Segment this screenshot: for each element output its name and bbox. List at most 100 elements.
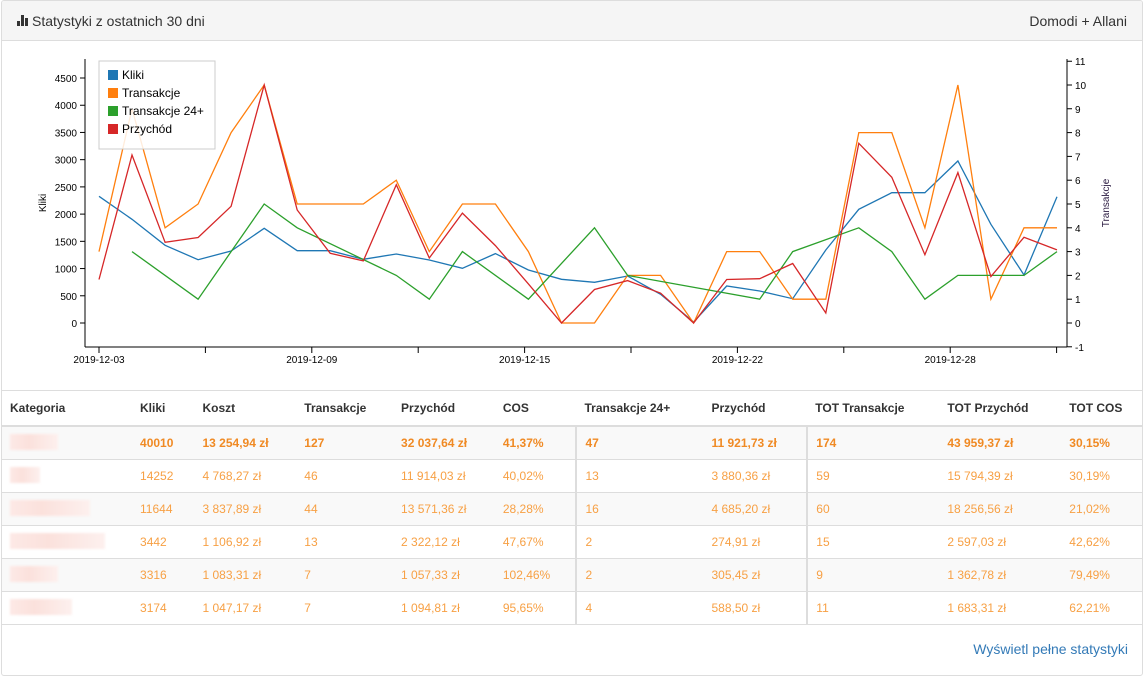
y-right-tick-label: 4: [1075, 224, 1081, 235]
table-cell: 2 597,03 zł: [939, 525, 1062, 559]
legend-swatch: [108, 106, 118, 116]
table-cell: 588,50 zł: [703, 591, 808, 625]
table-cell: 4 685,20 zł: [703, 492, 808, 526]
table-cell: [2, 525, 133, 559]
legend: Kliki Transakcje Transakcje 24+ Przychód: [98, 60, 216, 150]
bar-chart-icon: [17, 15, 28, 26]
table-row: 14252 4 768,27 zł 46 11 914,03 zł 40,02% 13 3 …: [2, 459, 1142, 493]
legend-label: Kliki: [122, 68, 144, 82]
table-cell: 9: [806, 558, 940, 592]
table-cell: 41,37%: [494, 426, 577, 460]
y-left-axis-title: Kliki: [38, 194, 49, 212]
x-tick-label: 2019-12-15: [499, 355, 551, 366]
y-left-tick-label: 1000: [55, 265, 78, 276]
table-cell: 16: [575, 492, 704, 526]
table-row: 3174 1 047,17 zł 7 1 094,81 zł 95,65% 4 588,50…: [2, 591, 1142, 625]
column-header: Przychód: [393, 390, 495, 427]
y-right-tick-label: 7: [1075, 152, 1081, 163]
x-tick-label: 2019-12-03: [73, 355, 125, 366]
table-cell: 60: [806, 492, 940, 526]
table-cell: 11 921,73 zł: [703, 426, 808, 460]
table-cell: 3174: [132, 591, 195, 625]
y-left-tick-label: 0: [71, 319, 77, 330]
y-right-tick-label: 11: [1075, 57, 1086, 68]
table-cell: 11 914,03 zł: [393, 459, 495, 493]
line-chart: 0 500 1000 1500 2000 2500 3000 3500 4000 4500 -1 0 1…: [38, 57, 1112, 366]
table-header-row: Kategoria Kliki Koszt Transakcje Przychód COS…: [2, 390, 1142, 427]
table-cell: 79,49%: [1061, 558, 1142, 592]
column-header: Transakcje: [296, 390, 394, 427]
table-cell: 47: [575, 426, 704, 460]
table-cell: 59: [806, 459, 940, 493]
table-cell: 42,62%: [1061, 525, 1142, 559]
table-cell: 1 083,31 zł: [194, 558, 297, 592]
table-cell: 3316: [132, 558, 195, 592]
table-cell: 62,21%: [1061, 591, 1142, 625]
legend-label: Transakcje: [122, 86, 181, 100]
y-right-tick-label: 1: [1075, 295, 1081, 306]
category-blurred: [10, 499, 90, 516]
table-cell: 7: [296, 558, 394, 592]
table-cell: 11644: [132, 492, 195, 526]
table-cell: 7: [296, 591, 394, 625]
table-cell: 40010: [132, 426, 195, 460]
table-cell: 95,65%: [494, 591, 577, 625]
table-cell: 40,02%: [494, 459, 577, 493]
series-line-transakcje-24-: [131, 203, 1058, 301]
column-header: Kategoria: [2, 390, 133, 427]
account-name: Domodi + Allani: [1029, 12, 1127, 29]
legend-box: [98, 60, 216, 150]
table-cell: 30,19%: [1061, 459, 1142, 493]
table-cell: [2, 459, 133, 493]
y-right-tick-label: 8: [1075, 129, 1081, 140]
table-cell: 274,91 zł: [703, 525, 808, 559]
table-cell: 102,46%: [494, 558, 577, 592]
table-cell: 1 057,33 zł: [393, 558, 495, 592]
panel-header: Statystyki z ostatnich 30 dni Domodi + A…: [2, 1, 1142, 41]
legend-swatch: [108, 70, 118, 80]
table-cell: 174: [806, 426, 940, 460]
panel-title: Statystyki z ostatnich 30 dni: [32, 12, 205, 29]
series-line-kliki: [98, 159, 1058, 323]
full-stats-link[interactable]: Wyświetl pełne statystyki: [973, 641, 1128, 657]
table-cell: 1 683,31 zł: [939, 591, 1062, 625]
table-cell: [2, 591, 133, 625]
table-cell: [2, 558, 133, 592]
x-tick-label: 2019-12-22: [712, 355, 764, 366]
table-cell: 1 047,17 zł: [194, 591, 297, 625]
table-row: 3442 1 106,92 zł 13 2 322,12 zł 47,67% 2 274,9…: [2, 525, 1142, 559]
table-cell: 46: [296, 459, 394, 493]
category-blurred: [10, 532, 105, 549]
table-cell: [2, 492, 133, 526]
y-left-tick-label: 3500: [55, 128, 78, 139]
table-cell: 13 571,36 zł: [393, 492, 495, 526]
table-row: 11644 3 837,89 zł 44 13 571,36 zł 28,28% 16 4 …: [2, 492, 1142, 526]
table-cell: 1 094,81 zł: [393, 591, 495, 625]
table-cell: 2 322,12 zł: [393, 525, 495, 559]
table-cell: 1 362,78 zł: [939, 558, 1062, 592]
legend-label: Przychód: [122, 122, 172, 136]
series-line-przych-d: [98, 82, 1058, 324]
y-left-tick-label: 1500: [55, 237, 78, 248]
table-cell: 3442: [132, 525, 195, 559]
table-cell: 13 254,94 zł: [194, 426, 297, 460]
y-right-tick-label: 3: [1075, 248, 1081, 259]
y-left-tick-label: 2500: [55, 183, 78, 194]
column-header: COS: [494, 390, 577, 427]
column-header: TOT Transakcje: [807, 390, 940, 427]
category-blurred: [10, 433, 58, 450]
stats-table: Kategoria Kliki Koszt Transakcje Przychód COS…: [2, 390, 1142, 625]
column-header: TOT Przychód: [939, 390, 1062, 427]
legend-swatch: [108, 88, 118, 98]
table-cell: 43 959,37 zł: [939, 426, 1062, 460]
table-cell: 11: [806, 591, 940, 625]
column-header: Przychód: [703, 390, 808, 427]
y-right-tick-label: 5: [1075, 200, 1081, 211]
x-tick-label: 2019-12-09: [286, 355, 338, 366]
y-left-tick-label: 500: [60, 292, 77, 303]
legend-swatch: [108, 124, 118, 134]
y-right-tick-label: 0: [1075, 319, 1081, 330]
series-line-transakcje: [98, 83, 1057, 325]
y-left-tick-label: 3000: [55, 156, 78, 167]
